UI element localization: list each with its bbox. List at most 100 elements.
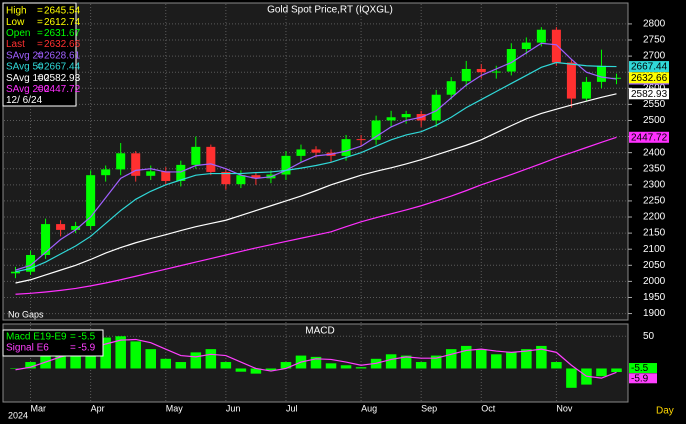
legend-value: 2631.67 (44, 28, 81, 39)
macd-bar (385, 354, 397, 369)
value-tag-label: -5.5 (631, 363, 649, 374)
macd-bar (400, 355, 412, 369)
macd-bar (205, 349, 217, 369)
y-tick-label: 2300 (643, 179, 666, 190)
y-tick-label: 2800 (643, 19, 666, 30)
macd-bar (521, 349, 532, 369)
value-tag (629, 72, 669, 84)
candle-body (11, 271, 21, 274)
legend-value: 2632.66 (44, 39, 81, 50)
macd-bar (355, 367, 367, 369)
candle-body (221, 171, 231, 185)
candle-body (461, 68, 471, 82)
macd-bar (566, 368, 577, 388)
y-tick-label: 2350 (643, 163, 666, 174)
value-tag-label: 2667.44 (631, 62, 668, 73)
legend-date: 12/ 6/24 (6, 95, 43, 106)
legend-value: -5.5 (78, 332, 96, 343)
legend-label: SAvg 20 (6, 50, 44, 61)
macd-bar (310, 356, 322, 369)
macd-bar (460, 345, 472, 369)
legend-value: 2645.54 (44, 6, 81, 17)
candle-body (71, 226, 81, 230)
candle-body (581, 81, 591, 99)
macd-bar (145, 349, 156, 369)
x-tick-label: Nov (556, 403, 573, 413)
candle-body (536, 29, 546, 43)
value-tag (629, 131, 669, 143)
x-tick-label: Aug (361, 403, 377, 413)
moving-average (15, 42, 617, 271)
candle-body (56, 224, 66, 230)
macd-bar (551, 362, 562, 369)
candle-body (236, 175, 246, 185)
macd-title: MACD (305, 326, 334, 337)
candle-body (431, 94, 441, 121)
chart-title: Gold Spot Price,RT (IQXGL) (267, 5, 393, 16)
note: No Gaps (8, 309, 44, 319)
candle-body (551, 29, 561, 63)
y-tick-label: 2150 (643, 228, 666, 239)
legend-eq: = (37, 62, 43, 73)
legend-eq: = (37, 73, 43, 84)
candle-body (26, 254, 36, 272)
candle-body (341, 139, 351, 156)
value-tag-label: 2582.93 (631, 89, 668, 100)
x-tick-label: May (166, 403, 184, 413)
y-tick-label: 2700 (643, 51, 666, 62)
moving-average (15, 136, 617, 295)
legend-label: Low (6, 17, 25, 28)
candle-body (281, 155, 291, 175)
legend-value: 2612.74 (44, 17, 81, 28)
macd-bar (476, 349, 487, 369)
candle-body (386, 117, 396, 121)
legend-eq: = (70, 332, 76, 343)
legend-eq: = (37, 6, 43, 17)
x-tick-label: Jun (226, 403, 241, 413)
macd-bar (596, 368, 607, 377)
macd-bar (445, 349, 457, 369)
price-panel (2, 2, 629, 321)
macd-bar (235, 368, 247, 372)
candle-body (371, 120, 381, 140)
value-tag-label: 2447.72 (631, 132, 668, 143)
macd-bar (70, 350, 81, 369)
y-tick-label: 2400 (643, 147, 666, 158)
x-tick-label: Mar (31, 403, 47, 413)
x-axis-label: Day (656, 406, 674, 417)
legend-value: 2628.61 (44, 50, 81, 61)
x-tick-label: Jul (286, 403, 298, 413)
candle-body (296, 149, 306, 156)
value-tag (629, 88, 669, 100)
legend-label: Open (6, 28, 30, 39)
candle-body (506, 49, 516, 72)
legend-eq: = (37, 17, 43, 28)
value-tag (629, 363, 657, 374)
legend-label: SAvg 100 (6, 73, 50, 84)
value-tag-label: 2632.66 (631, 73, 668, 84)
legend-box (2, 329, 104, 357)
y-tick-label: 2050 (643, 260, 666, 271)
candle-body (311, 149, 321, 153)
macd-bar (250, 368, 262, 374)
candle-body (176, 164, 186, 181)
macd-bar (430, 355, 442, 369)
macd-bar (190, 352, 202, 369)
macd-bar (55, 349, 66, 369)
value-tag (629, 61, 669, 73)
legend-eq: = (70, 343, 76, 354)
macd-bar (340, 365, 352, 369)
y-tick-label: 2200 (643, 212, 666, 223)
candle-body (491, 71, 501, 73)
y-tick-label: 2250 (643, 196, 666, 207)
legend-label: Last (6, 39, 25, 50)
legend-eq: = (37, 50, 43, 61)
candle-body (191, 146, 201, 165)
candle-body (476, 68, 486, 73)
legend-label: High (6, 6, 27, 17)
legend-value: -5.9 (78, 343, 96, 354)
legend-label: SAvg 50 (6, 62, 44, 73)
candle-body (611, 77, 621, 79)
legend-label: Macd E19-E9 (6, 332, 67, 343)
